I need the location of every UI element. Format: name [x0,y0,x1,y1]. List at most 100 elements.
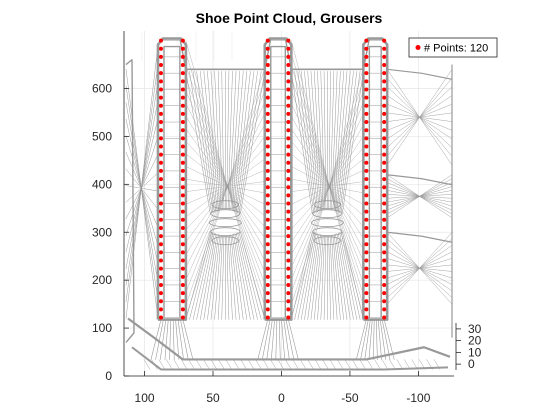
legend[interactable]: # Points: 120 [408,37,498,58]
data-point [265,120,270,125]
web-cross-edge [291,68,364,318]
base-fan-edge [381,319,391,360]
point-cloud-series [158,38,387,320]
data-point [364,266,369,271]
web-edge-lower [227,235,233,320]
data-point [265,258,270,263]
web-edge-upper [335,71,348,212]
data-point [364,38,369,43]
base-plate-edge [203,359,210,370]
data-point [364,46,369,51]
base-plate-edge [359,359,366,370]
base-plate-edge [225,359,233,370]
x-tick-label: -100 [406,391,430,405]
y-tick-label: 0 [105,369,112,383]
base-plate-edge [270,359,277,370]
data-point [265,144,270,149]
data-point [265,315,270,320]
data-point [286,79,291,84]
data-point [265,274,270,279]
web-edge-lower [210,234,221,320]
web-cross-edge [291,124,364,255]
data-point [265,71,270,76]
x-tick-label: -50 [341,391,359,405]
data-point [265,234,270,239]
data-point [158,54,163,59]
web-edge-lower [231,234,244,320]
data-point [286,282,291,287]
web-edge-lower [234,233,251,320]
y-tick-label: 200 [92,273,112,287]
data-point [382,136,387,141]
data-point [286,307,291,312]
data-point [180,201,185,206]
data-point [364,234,369,239]
data-point [286,193,291,198]
web-edge-lower [192,232,214,320]
web-cross-edge [185,170,265,205]
grouser-outline-inner [270,45,287,318]
data-point [265,242,270,247]
base-fan-edge [257,319,269,360]
web-edge-upper [332,71,341,211]
web-cross-edge [291,158,364,218]
data-point [265,95,270,100]
data-point [180,128,185,133]
base-fan-edge [177,319,184,360]
web-edge-upper [231,71,244,212]
web-edge-upper [235,71,255,213]
base-fan-edge [281,319,286,360]
left-wall-edge [125,45,159,319]
data-point [265,250,270,255]
web-edge-lower [323,235,327,320]
data-point [265,168,270,173]
data-point [382,87,387,92]
data-point [286,152,291,157]
data-point [364,152,369,157]
web-edge-upper [234,71,251,213]
waist-ring [310,218,344,228]
data-point [265,209,270,214]
data-point [265,87,270,92]
grouser-outline [362,37,389,321]
web-edge-upper [229,71,237,211]
web-edge-upper [238,71,262,214]
top-rim-join [179,37,187,71]
data-point [364,111,369,116]
base-plate-edge [292,359,299,370]
data-point [158,242,163,247]
web-edge-upper [185,71,211,214]
data-point [364,274,369,279]
data-point [265,217,270,222]
data-point [180,250,185,255]
x-tick-label: 50 [206,391,220,405]
web-cross-edge [185,68,265,318]
web-edge-upper [328,71,331,210]
data-point [180,87,185,92]
data-point [286,38,291,43]
base-fan-edge [360,319,369,360]
data-point [158,63,163,68]
right-panel-rim [387,68,453,80]
data-point [364,63,369,68]
left-wall-edge [125,172,159,203]
data-point [382,299,387,304]
web-edge-lower [331,235,338,320]
web-edge-upper [333,71,344,212]
base-plate-edge [411,359,418,370]
data-point [382,103,387,108]
data-point [364,95,369,100]
data-point [382,46,387,51]
web-edge-lower [340,231,361,320]
data-point [180,177,185,182]
base-fan-edge [375,319,378,360]
web-cross-edge [291,90,364,293]
waist-ring [312,227,343,237]
web-edge-lower [240,231,266,320]
base-fan-edge [368,319,373,360]
data-point [364,87,369,92]
data-point [364,120,369,125]
data-point [265,136,270,141]
web-cross-edge [185,79,265,306]
data-point [286,250,291,255]
